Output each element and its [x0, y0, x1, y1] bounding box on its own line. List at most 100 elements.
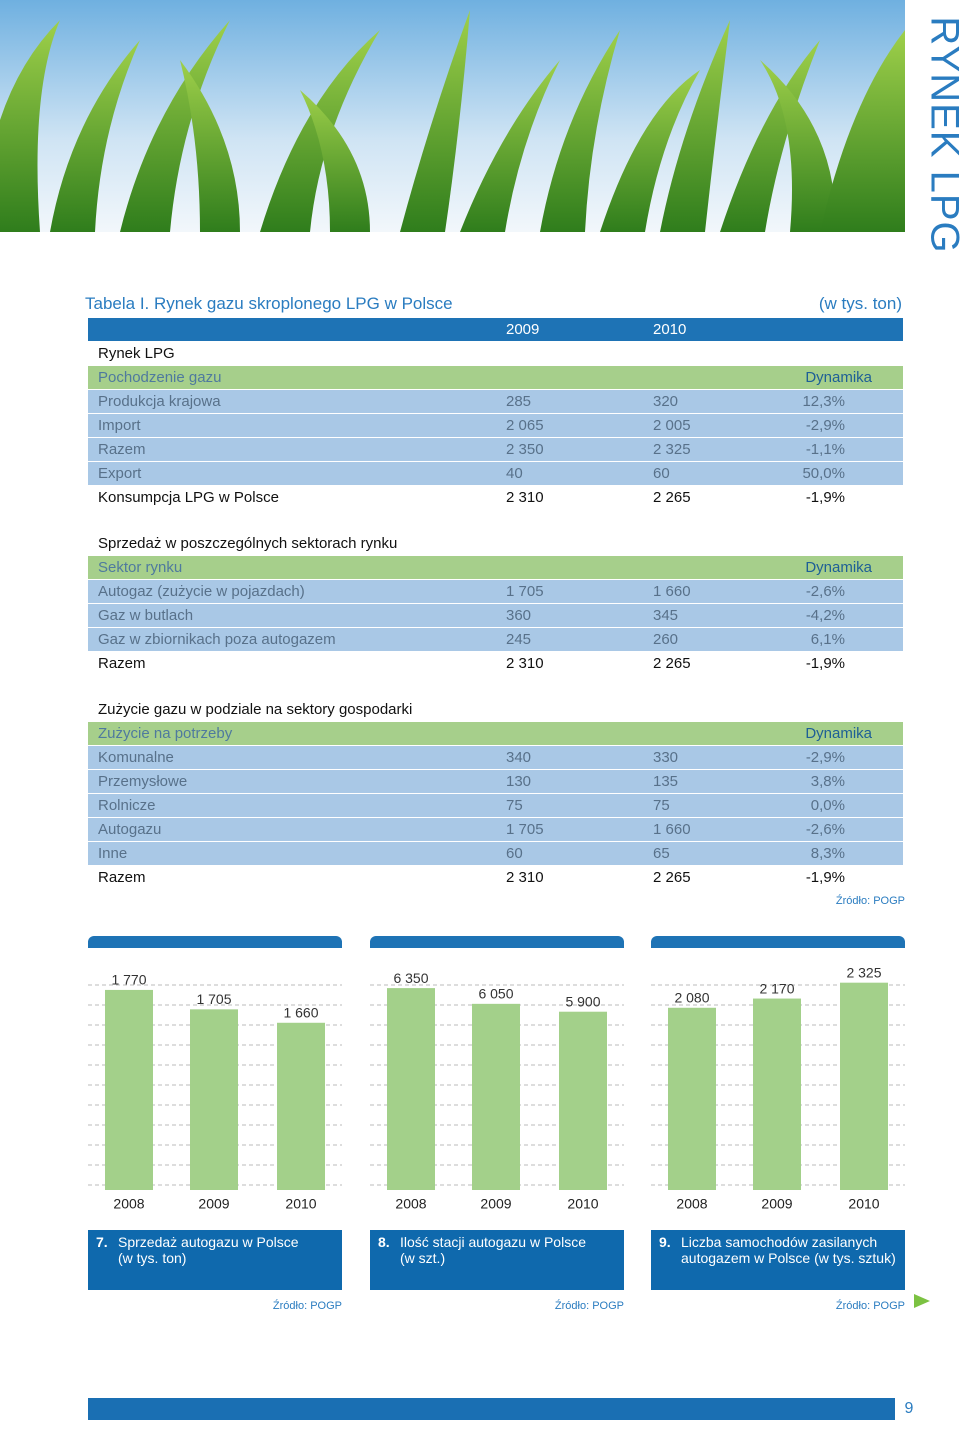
row-label: Gaz w butlach	[98, 607, 194, 624]
value-label: 6 350	[393, 970, 428, 986]
year-header-row: 2009 2010	[88, 318, 903, 341]
chart-title: Ilość stacji autogazu w Polsce	[400, 1234, 586, 1250]
total-row: Razem 2 310 2 265 -1,9%	[88, 652, 903, 675]
x-tick-label: 2008	[676, 1196, 707, 1212]
total-row: Konsumpcja LPG w Polsce 2 310 2 265 -1,9%	[88, 486, 903, 509]
data-row: Inne 60 65 8,3%	[88, 842, 903, 865]
row-label: Konsumpcja LPG w Polsce	[98, 489, 279, 506]
data-row: Komunalne 340 330 -2,9%	[88, 746, 903, 769]
value-label: 1 660	[283, 1004, 318, 1020]
dynamics-value: -2,9%	[805, 749, 845, 766]
data-row: Produkcja krajowa 285 320 12,3%	[88, 390, 903, 413]
chart-title: Liczba samochodów zasilanych	[681, 1234, 878, 1250]
data-row: Gaz w butlach 360 345 -4,2%	[88, 604, 903, 627]
dynamics-value: -4,2%	[805, 607, 845, 624]
value-label: 5 900	[565, 993, 600, 1009]
chart-title: autogazem w Polsce (w tys. sztuk)	[681, 1250, 896, 1266]
side-title: RYNEK LPG	[922, 16, 960, 253]
row-label: Przemysłowe	[98, 773, 188, 790]
value-label: 2 325	[846, 964, 881, 980]
data-row: Import 2 065 2 005 -2,9%	[88, 414, 903, 437]
bar	[190, 1009, 238, 1190]
value-2009: 1 705	[506, 583, 544, 600]
row-label: Import	[98, 417, 141, 434]
row-label: Inne	[98, 845, 128, 862]
chart-source: Źródło: POGP	[835, 1300, 905, 1312]
dynamics-value: -2,9%	[805, 417, 845, 434]
year-label: 2010	[653, 321, 687, 338]
value-label: 2 080	[674, 989, 709, 1005]
row-label: Komunalne	[98, 749, 174, 766]
value-2009: 130	[506, 773, 532, 790]
year-label: 2009	[506, 321, 540, 338]
bar	[559, 1011, 607, 1190]
bar	[105, 989, 153, 1190]
x-tick-label: 2009	[198, 1196, 229, 1212]
dynamics-value: -2,6%	[805, 583, 845, 600]
dynamics-value: 6,1%	[810, 631, 845, 648]
page-number: 9	[895, 1396, 923, 1422]
value-2009: 2 310	[506, 489, 544, 506]
table-title: Tabela I. Rynek gazu skroplonego LPG w P…	[85, 294, 453, 313]
dynamics-value: 0,0%	[810, 797, 845, 814]
value-2010: 2 265	[653, 869, 691, 886]
data-row: Razem 2 350 2 325 -1,1%	[88, 438, 903, 461]
row-label: Autogaz (zużycie w pojazdach)	[98, 583, 305, 600]
value-2010: 345	[653, 607, 679, 624]
dynamics-value: -1,9%	[805, 489, 845, 506]
value-2010: 75	[653, 797, 670, 814]
value-2009: 40	[506, 465, 523, 482]
value-2009: 2 065	[506, 417, 544, 434]
value-2010: 320	[653, 393, 679, 410]
chart-number: 7.	[96, 1234, 108, 1250]
bar	[840, 982, 888, 1190]
value-label: 1 770	[111, 972, 146, 988]
chart-tab	[651, 936, 905, 948]
value-2009: 2 350	[506, 441, 544, 458]
chart-plot: 6 350 2008 6 050 2009 5 900 2010	[370, 970, 624, 1212]
bar	[277, 1022, 325, 1190]
value-2010: 1 660	[653, 821, 691, 838]
value-2010: 330	[653, 749, 679, 766]
row-label: Rolnicze	[98, 797, 156, 814]
table-unit: (w tys. ton)	[818, 294, 902, 313]
x-tick-label: 2008	[113, 1196, 144, 1212]
subheader-row: Zużycie na potrzeby Dynamika	[88, 722, 903, 745]
heading-text: Zużycie gazu w podziale na sektory gospo…	[98, 701, 413, 718]
value-2009: 1 705	[506, 821, 544, 838]
total-row: Razem 2 310 2 265 -1,9%	[88, 866, 903, 889]
row-label: Razem	[98, 655, 146, 672]
dynamics-header: Dynamika	[805, 559, 872, 576]
chart-source: Źródło: POGP	[554, 1300, 624, 1312]
value-2010: 2 265	[653, 489, 691, 506]
value-2009: 245	[506, 631, 532, 648]
row-label: Razem	[98, 441, 146, 458]
value-2010: 135	[653, 773, 679, 790]
value-2009: 340	[506, 749, 532, 766]
bar	[668, 1007, 716, 1190]
chart-tab	[88, 936, 342, 948]
bar	[472, 1003, 520, 1190]
footer-bar	[88, 1398, 895, 1420]
value-label: 1 705	[196, 991, 231, 1007]
chart-title: (w szt.)	[400, 1250, 446, 1266]
value-2010: 260	[653, 631, 679, 648]
value-2009: 2 310	[506, 869, 544, 886]
chart-caption: 7. Sprzedaż autogazu w Polsce (w tys. ton)	[88, 1230, 342, 1290]
value-2009: 2 310	[506, 655, 544, 672]
chart-caption: 8. Ilość stacji autogazu w Polsce (w szt.)	[370, 1230, 624, 1290]
section-heading: Sprzedaż w poszczególnych sektorach rynk…	[88, 532, 903, 555]
x-tick-label: 2008	[395, 1196, 426, 1212]
value-2010: 2 265	[653, 655, 691, 672]
data-row: Gaz w zbiornikach poza autogazem 245 260 6,…	[88, 628, 903, 651]
data-row: Przemysłowe 130 135 3,8%	[88, 770, 903, 793]
x-tick-label: 2009	[480, 1196, 511, 1212]
chart-caption: 9. Liczba samochodów zasilanych autogazem …	[651, 1230, 905, 1290]
dynamics-value: 8,3%	[810, 845, 845, 862]
dynamics-value: -1,1%	[805, 441, 845, 458]
chart-title: Sprzedaż autogazu w Polsce	[118, 1234, 299, 1250]
row-label: Razem	[98, 869, 146, 886]
data-row: Export 40 60 50,0%	[88, 462, 903, 485]
row-label: Export	[98, 465, 142, 482]
data-row: Autogazu 1 705 1 660 -2,6%	[88, 818, 903, 841]
